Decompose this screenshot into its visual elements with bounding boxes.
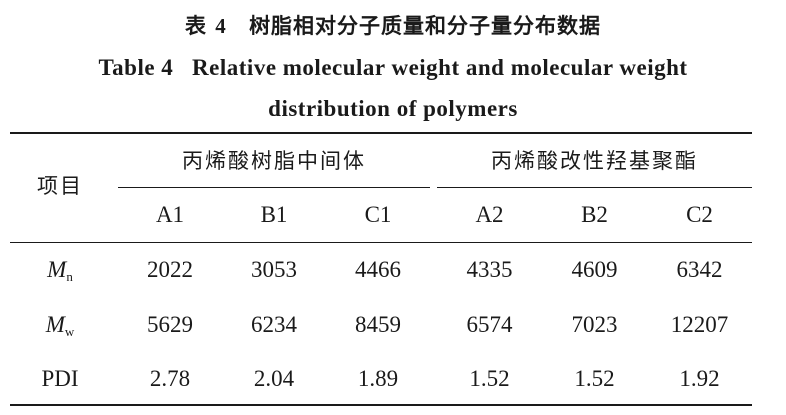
table-caption-cn: 表 4 树脂相对分子质量和分子量分布数据	[0, 10, 786, 40]
column-header: A1	[155, 202, 185, 227]
caption-table-number: 4	[215, 14, 227, 38]
column-header: C1	[364, 202, 392, 227]
table-cell: 1.52	[469, 366, 510, 391]
table-cell: 1.52	[574, 366, 615, 391]
table-cell: 3053	[251, 257, 297, 282]
row-label-mw: Mw	[10, 310, 110, 340]
table-cell: 1.89	[357, 366, 399, 391]
table-cell: 6234	[251, 312, 297, 337]
bottom-rule	[10, 404, 752, 406]
table-cell: 6574	[466, 312, 513, 337]
table-caption-en-line2: distribution of polymers	[268, 96, 518, 121]
group-underline-1	[118, 187, 430, 188]
row-label-pdi: PDI	[41, 366, 79, 391]
column-header: A2	[475, 202, 504, 227]
stub-header: 项目	[37, 174, 83, 198]
table-cell: 7023	[571, 312, 618, 337]
table-cell: 2.04	[253, 366, 295, 391]
row-symbol: M	[47, 257, 67, 282]
table-cell: 12207	[670, 312, 729, 337]
row-subscript: w	[64, 324, 75, 339]
table-cell: 4466	[355, 257, 401, 282]
table-caption-en-line1: Table 4 Relative molecular weight and mo…	[98, 55, 688, 80]
caption-title-cn: 树脂相对分子质量和分子量分布数据	[249, 14, 602, 38]
header-rule	[10, 242, 752, 243]
table-cell: 2.78	[149, 366, 191, 391]
row-symbol: M	[45, 312, 65, 337]
column-header: C2	[686, 202, 713, 227]
column-header: B1	[260, 202, 288, 227]
row-subscript: n	[66, 269, 73, 284]
group-header-2: 丙烯酸改性羟基聚酯	[491, 149, 698, 173]
table-cell: 1.92	[679, 366, 720, 391]
table-cell: 8459	[355, 312, 401, 337]
group-header-1: 丙烯酸树脂中间体	[182, 149, 366, 173]
group-underline-2	[437, 187, 752, 188]
table-cell: 6342	[676, 257, 723, 282]
row-label-mn: Mn	[10, 255, 110, 285]
table-cell: 4335	[466, 257, 513, 282]
caption-table-word: 表	[184, 14, 207, 38]
column-header: B2	[581, 202, 608, 227]
table-cell: 2022	[147, 257, 193, 282]
table-cell: 4609	[571, 257, 618, 282]
table-cell: 5629	[147, 312, 193, 337]
top-rule	[10, 132, 752, 134]
